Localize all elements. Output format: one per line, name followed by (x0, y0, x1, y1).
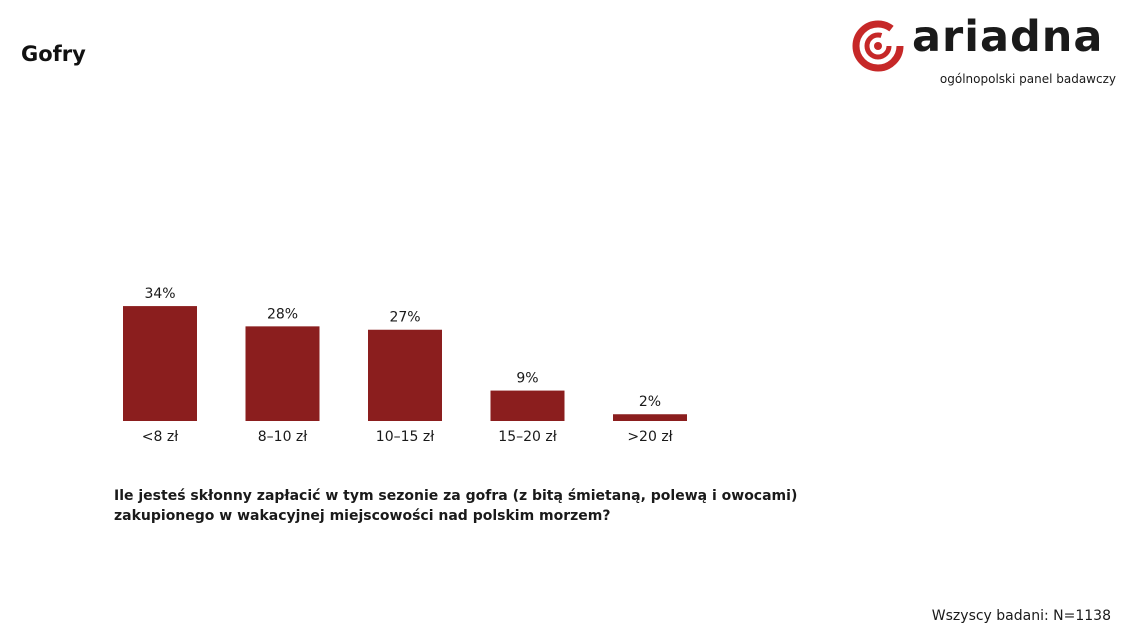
ariadna-logo: ariadna ogólnopolski panel badawczy (850, 12, 1120, 90)
ariadna-logo-mark-icon (852, 20, 904, 72)
data-label-1: 28% (267, 306, 298, 322)
survey-question: Ile jesteś skłonny zapłacić w tym sezoni… (114, 488, 798, 524)
data-label-0: 34% (144, 286, 175, 302)
data-label-3: 9% (516, 371, 538, 387)
page-title: Gofry (21, 42, 86, 66)
logo-tagline: ogólnopolski panel badawczy (939, 72, 1116, 86)
category-label-4: >20 zł (627, 429, 672, 445)
category-label-0: <8 zł (142, 429, 178, 445)
bar-2 (368, 329, 442, 421)
data-label-4: 2% (639, 394, 661, 410)
logo-wordmark: ariadna (912, 12, 1104, 62)
bar-3 (490, 390, 565, 421)
category-label-2: 10–15 zł (376, 429, 434, 445)
category-label-1: 8–10 zł (258, 429, 308, 445)
category-label-3: 15–20 zł (498, 429, 556, 445)
bar-0 (123, 306, 197, 421)
bar-4 (613, 414, 687, 421)
data-label-2: 27% (389, 310, 420, 326)
sample-size-note: Wszyscy badani: N=1138 (931, 608, 1111, 624)
bar-1 (245, 326, 320, 421)
